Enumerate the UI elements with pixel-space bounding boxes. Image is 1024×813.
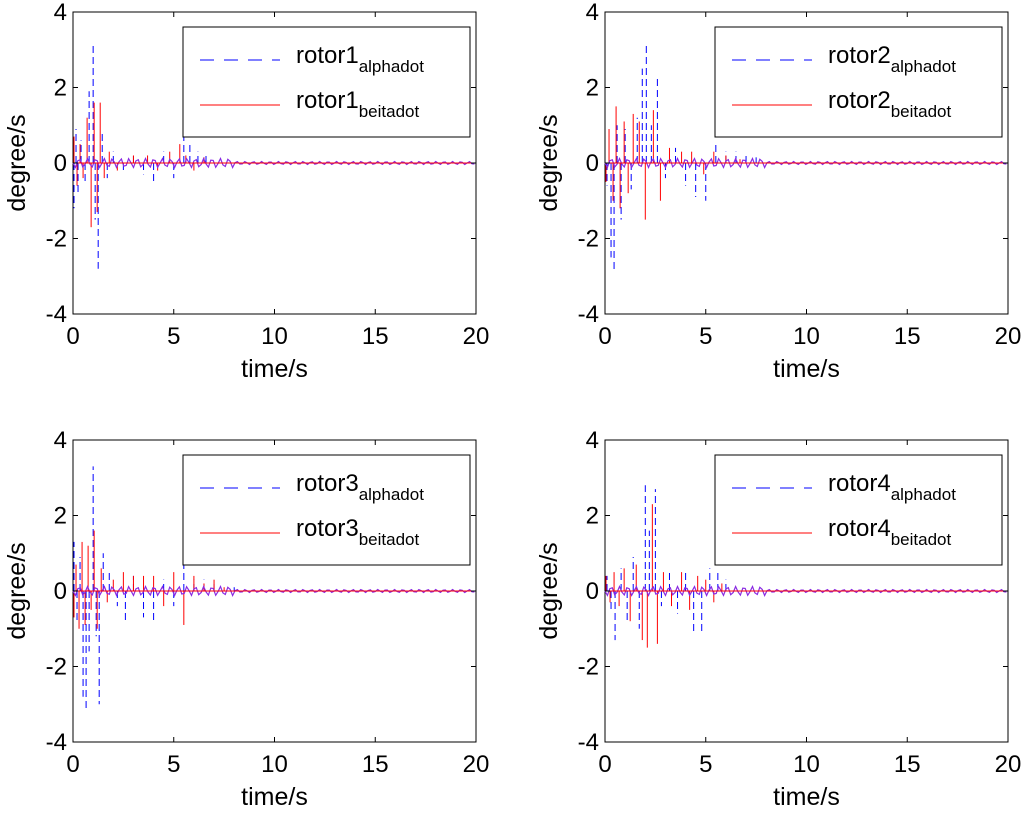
y-tick-label: 0 [54,578,67,605]
x-axis-label: time/s [773,355,840,383]
y-axis-label: degree/s [3,114,31,211]
baseline-trace [72,584,475,598]
x-axis-label: time/s [773,783,840,811]
x-tick-label: 5 [699,751,712,778]
legend-label-base: rotor2 [828,42,891,69]
y-axis-label: degree/s [535,542,563,639]
y-tick-label: -4 [578,729,599,756]
x-tick-label: 15 [362,323,389,350]
y-tick-label: 2 [54,75,67,102]
legend-label-subscript: beitadot [359,102,420,121]
y-tick-label: 4 [586,427,599,454]
x-tick-label: 0 [66,751,79,778]
y-tick-label: 0 [54,150,67,177]
legend-label: rotor2alphadot [828,42,956,76]
y-tick-label: 4 [54,0,67,26]
legend-label-subscript: alphadot [891,485,957,504]
y-tick-label: 2 [54,503,67,530]
x-tick-label: 20 [463,323,490,350]
legend-label-subscript: beitadot [359,530,420,549]
legend-label-base: rotor4 [828,470,891,497]
chart-panel-4: 0 5 10 15 20420-2-4time/sdegree/srotor4alpha… [535,427,1021,811]
x-axis-label: time/s [241,355,308,383]
y-tick-label: -4 [46,729,67,756]
x-tick-label: 20 [995,323,1022,350]
legend-label-base: rotor2 [828,87,891,114]
y-axis-label: degree/s [3,542,31,639]
y-tick-label: 4 [586,0,599,26]
x-tick-label: 0 [66,323,79,350]
x-tick-label: 10 [793,323,820,350]
legend-label-subscript: alphadot [359,57,425,76]
legend-label-base: rotor4 [828,515,891,542]
x-tick-label: 20 [463,751,490,778]
y-tick-label: 4 [54,427,67,454]
legend-label-subscript: beitadot [891,530,952,549]
y-tick-label: 0 [586,578,599,605]
legend-label: rotor4beitadot [828,515,951,549]
y-tick-label: -2 [46,226,67,253]
x-tick-label: 5 [167,323,180,350]
x-tick-label: 15 [894,751,921,778]
x-tick-label: 0 [598,751,611,778]
y-tick-label: -2 [46,654,67,681]
x-tick-label: 5 [167,751,180,778]
legend-label: rotor1beitadot [296,87,419,121]
legend-label: rotor1alphadot [296,42,424,76]
y-tick-label: -2 [578,226,599,253]
x-tick-label: 20 [995,751,1022,778]
legend-label-base: rotor3 [296,515,359,542]
baseline-trace [604,584,1007,598]
legend-label-base: rotor3 [296,470,359,497]
legend-label: rotor3alphadot [296,470,424,504]
baseline-trace [604,156,1007,170]
legend-label-subscript: beitadot [891,102,952,121]
legend-label-subscript: alphadot [359,485,425,504]
chart-panel-1: 0 5 10 15 20420-2-4time/sdegree/srotor1alpha… [3,0,489,383]
x-tick-label: 5 [699,323,712,350]
x-tick-label: 10 [261,751,288,778]
x-tick-label: 10 [793,751,820,778]
x-tick-label: 15 [362,751,389,778]
baseline-trace [72,156,475,170]
y-tick-label: -4 [46,301,67,328]
x-tick-label: 15 [894,323,921,350]
legend-label: rotor2beitadot [828,87,951,121]
legend-label: rotor4alphadot [828,470,956,504]
y-tick-label: 2 [586,503,599,530]
y-tick-label: -2 [578,654,599,681]
y-tick-label: -4 [578,301,599,328]
legend-label-subscript: alphadot [891,57,957,76]
x-tick-label: 10 [261,323,288,350]
y-axis-label: degree/s [535,114,563,211]
legend-label-base: rotor1 [296,87,359,114]
legend-box [182,26,471,138]
y-tick-label: 2 [586,75,599,102]
legend-box [714,454,1003,566]
chart-panel-2: 0 5 10 15 20420-2-4time/sdegree/srotor2alpha… [535,0,1021,383]
legend-label: rotor3beitadot [296,515,419,549]
legend-box [714,26,1003,138]
legend-box [182,454,471,566]
x-axis-label: time/s [241,783,308,811]
legend-label-base: rotor1 [296,42,359,69]
chart-panel-3: 0 5 10 15 20420-2-4time/sdegree/srotor3alpha… [3,427,489,811]
y-tick-label: 0 [586,150,599,177]
x-tick-label: 0 [598,323,611,350]
